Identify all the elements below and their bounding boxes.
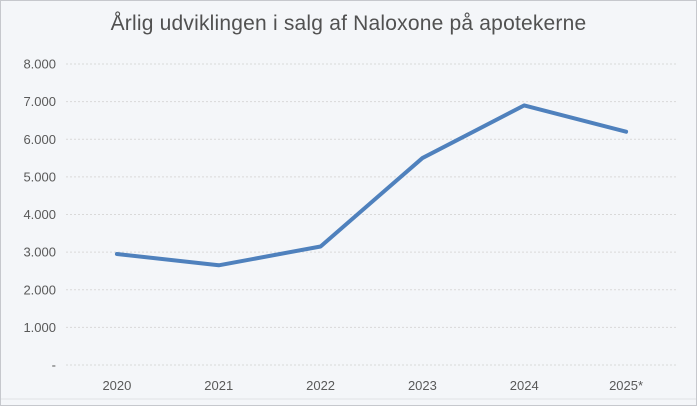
y-axis-tick-label: 8.000 (23, 57, 56, 72)
y-axis-tick-label: 6.000 (23, 132, 56, 147)
chart-title: Årlig udviklingen i salg af Naloxone på … (110, 12, 587, 35)
y-axis-tick-label: 4.000 (23, 207, 56, 222)
y-axis-tick-label: 1.000 (23, 320, 56, 335)
sales-line (114, 103, 629, 268)
y-axis-tick-label: 2.000 (23, 282, 56, 297)
x-axis-tick-label: 2023 (408, 378, 437, 393)
y-axis-tick-label: - (52, 358, 56, 373)
y-axis-tick-label: 5.000 (23, 169, 56, 184)
x-axis-tick-label: 2022 (306, 378, 335, 393)
y-axis-tick-label: 3.000 (23, 245, 56, 260)
x-axis-tick-label: 2021 (204, 378, 233, 393)
x-axis-tick-label: 2025* (609, 378, 643, 393)
x-axis-tick-label: 2020 (102, 378, 131, 393)
y-axis-tick-label: 7.000 (23, 94, 56, 109)
x-axis-tick-label: 2024 (510, 378, 539, 393)
